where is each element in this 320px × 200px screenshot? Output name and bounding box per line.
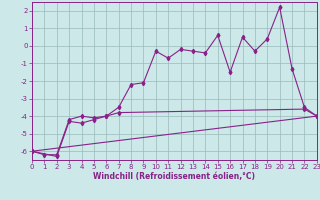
- X-axis label: Windchill (Refroidissement éolien,°C): Windchill (Refroidissement éolien,°C): [93, 172, 255, 181]
